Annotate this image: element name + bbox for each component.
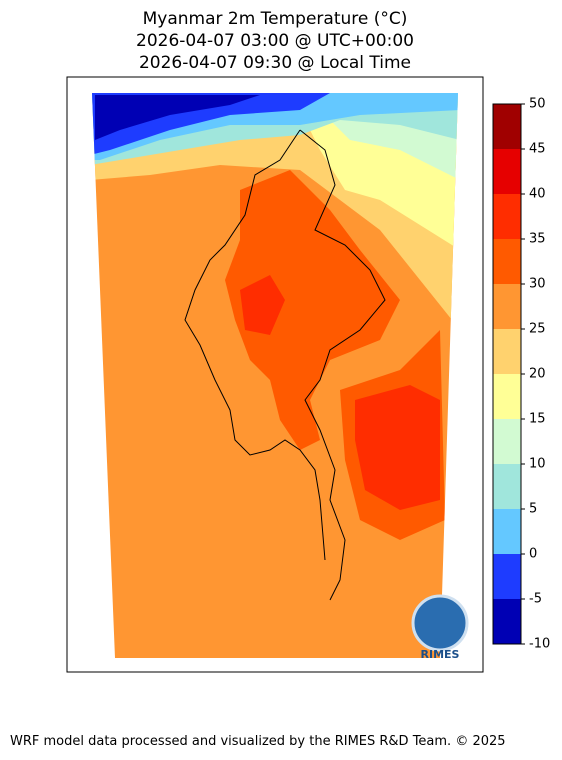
colorbar-tick-label: 10 xyxy=(529,457,546,472)
title-line: 2026-04-07 03:00 @ UTC+00:00 xyxy=(136,31,414,51)
field-region xyxy=(225,170,400,450)
colorbar-tick-label: -5 xyxy=(529,592,542,607)
colorbar-tick-label: 50 xyxy=(529,97,546,112)
field-region xyxy=(95,95,260,140)
colorbar-tick-label: 40 xyxy=(529,187,546,202)
logo: RIMES xyxy=(411,594,469,661)
colorbar-tick-label: 0 xyxy=(529,547,537,562)
colorbar-tick-label: 35 xyxy=(529,232,546,247)
colorbar-bin xyxy=(493,239,521,284)
temperature-field xyxy=(92,93,458,658)
field-region xyxy=(240,275,285,335)
colorbar-bin xyxy=(493,509,521,554)
country-border xyxy=(184,129,386,601)
title-line: 2026-04-07 09:30 @ Local Time xyxy=(139,53,411,73)
colorbar-bin xyxy=(493,374,521,419)
colorbar-bin xyxy=(493,104,521,149)
colorbar-bin xyxy=(493,329,521,374)
colorbar-tick-label: 5 xyxy=(529,502,537,517)
field-region xyxy=(355,385,440,510)
colorbar-tick-label: 25 xyxy=(529,322,546,337)
footer: WRF model data processed and visualized … xyxy=(10,734,506,749)
colorbar-bin xyxy=(493,149,521,194)
title-line: Myanmar 2m Temperature (°C) xyxy=(143,9,408,29)
colorbar-tick-label: 30 xyxy=(529,277,546,292)
colorbar-bin xyxy=(493,284,521,329)
colorbar-bin xyxy=(493,194,521,239)
colorbar-tick-label: 15 xyxy=(529,412,546,427)
colorbar: -10 -5 0 5 10 15 20 25 30 35 40 45 50 xyxy=(492,97,550,652)
colorbar-bin xyxy=(493,464,521,509)
colorbar-bin xyxy=(493,419,521,464)
logo-text: RIMES xyxy=(421,648,460,661)
colorbar-tick-label: -10 xyxy=(529,637,550,652)
colorbar-bin xyxy=(493,599,521,644)
colorbar-tick-label: 20 xyxy=(529,367,546,382)
colorbar-bin xyxy=(493,554,521,599)
logo-circle xyxy=(411,594,469,652)
colorbar-tick-label: 45 xyxy=(529,142,546,157)
